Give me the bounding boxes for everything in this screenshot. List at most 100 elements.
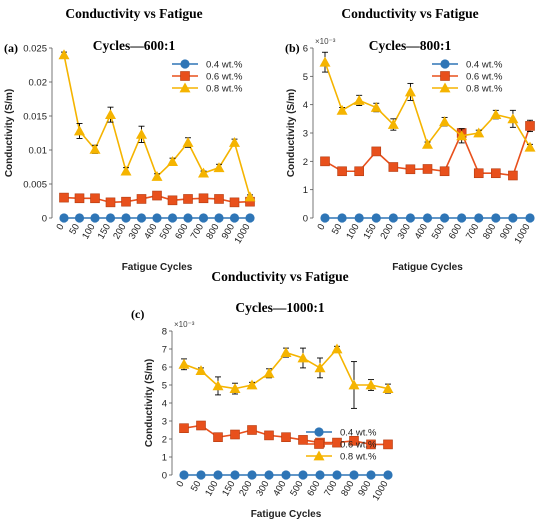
data-point	[473, 168, 484, 179]
y-tick-label: 0.01	[29, 146, 48, 157]
legend-marker	[180, 71, 190, 81]
x-tick-label: 1000	[513, 222, 533, 246]
data-point	[90, 213, 100, 223]
x-tick-label: 400	[142, 222, 159, 241]
data-point	[167, 195, 178, 206]
data-point	[473, 127, 485, 138]
x-tick-label: 500	[430, 222, 447, 241]
x-tick-label: 500	[158, 222, 175, 241]
y-tick-label: 4	[162, 399, 167, 410]
data-point	[229, 213, 240, 223]
chart-panel: Conductivity vs FatigueCycles—600:1(a)00…	[4, 6, 256, 273]
data-point	[383, 470, 393, 480]
x-tick-label: 50	[189, 479, 204, 494]
data-point	[179, 470, 189, 480]
data-point	[178, 358, 190, 369]
legend-label: 0.8 wt.%	[466, 84, 503, 95]
data-point	[229, 137, 240, 147]
y-axis-label: Conductivity (S/m)	[286, 89, 297, 177]
x-tick-label: 150	[361, 222, 378, 241]
y-axis-exponent: ×10⁻³	[174, 320, 195, 329]
data-point	[382, 383, 394, 393]
data-point	[337, 213, 347, 223]
x-tick-label: 200	[237, 479, 254, 498]
y-tick-label: 0	[303, 214, 308, 225]
legend: 0.4 wt.%0.6 wt.%0.8 wt.%	[432, 59, 503, 95]
data-point	[320, 213, 330, 223]
y-tick-label: 2	[303, 157, 308, 168]
x-tick-label: 100	[80, 222, 97, 241]
data-point	[214, 194, 224, 204]
x-tick-label: 50	[67, 222, 82, 237]
data-point	[319, 56, 331, 67]
x-axis-label: Fatigue Cycles	[251, 509, 322, 520]
chart-panel: Conductivity vs Fatigue Cycles—800:1 (b) 0 1…	[285, 6, 536, 273]
x-tick-label: 600	[173, 222, 190, 241]
data-point	[264, 470, 274, 480]
legend-marker	[440, 71, 450, 81]
chart-panel: Conductivity vs Fatigue Cycles—1000:1 (c) 0…	[131, 269, 394, 520]
y-tick-label: 3	[303, 129, 308, 140]
data-point	[151, 171, 163, 181]
data-point	[183, 213, 193, 223]
data-point	[152, 190, 162, 201]
x-tick-label: 0	[174, 479, 186, 489]
chart-title: Conductivity vs Fatigue	[211, 269, 348, 284]
data-point	[353, 94, 365, 105]
data-point	[508, 213, 518, 223]
data-point	[74, 125, 85, 136]
data-point	[136, 213, 147, 223]
data-point	[336, 104, 348, 115]
data-point	[136, 128, 147, 139]
panel-label: (b)	[285, 41, 300, 55]
data-point	[349, 470, 359, 480]
x-tick-label: 100	[344, 222, 361, 241]
data-point	[348, 379, 360, 390]
x-tick-label: 800	[204, 222, 221, 241]
data-point	[59, 213, 69, 223]
data-point	[105, 213, 116, 223]
chart-subtitle: Cycles—1000:1	[235, 300, 324, 315]
data-point	[404, 86, 416, 97]
data-point	[90, 193, 100, 204]
panel-label: (c)	[131, 307, 144, 321]
data-point	[507, 113, 519, 124]
data-point	[59, 192, 69, 203]
x-axis-label: Fatigue Cycles	[122, 262, 193, 273]
y-tick-label: 0.02	[29, 78, 48, 89]
data-point	[74, 213, 85, 223]
data-point	[439, 213, 450, 223]
data-point	[105, 109, 116, 120]
data-point	[212, 380, 224, 391]
legend-label: 0.8 wt.%	[206, 84, 243, 95]
y-tick-label: 3	[162, 417, 167, 428]
panel-label: (a)	[4, 41, 18, 55]
legend-label: 0.4 wt.%	[466, 60, 503, 71]
data-point	[370, 102, 382, 112]
legend-label: 0.6 wt.%	[466, 72, 503, 83]
data-point	[121, 213, 131, 223]
y-tick-label: 6	[162, 363, 167, 374]
y-tick-label: 4	[303, 100, 308, 111]
data-point	[167, 213, 178, 223]
x-tick-label: 1000	[371, 479, 391, 503]
x-tick-label: 400	[271, 479, 288, 498]
legend-label: 0.6 wt.%	[340, 440, 377, 451]
data-point	[474, 213, 484, 223]
data-point	[58, 49, 70, 60]
data-point	[524, 141, 536, 152]
legend-marker	[314, 439, 324, 449]
y-tick-label: 0.025	[23, 44, 47, 55]
data-point	[371, 213, 381, 223]
data-point	[213, 470, 223, 480]
data-point	[332, 437, 342, 448]
chart-subtitle: Cycles—600:1	[93, 38, 176, 53]
data-point	[244, 191, 256, 202]
data-point	[121, 196, 131, 207]
data-point	[354, 213, 364, 223]
y-tick-label: 1	[162, 453, 167, 464]
data-point	[120, 165, 132, 176]
data-point	[105, 197, 116, 208]
data-point	[230, 470, 240, 480]
